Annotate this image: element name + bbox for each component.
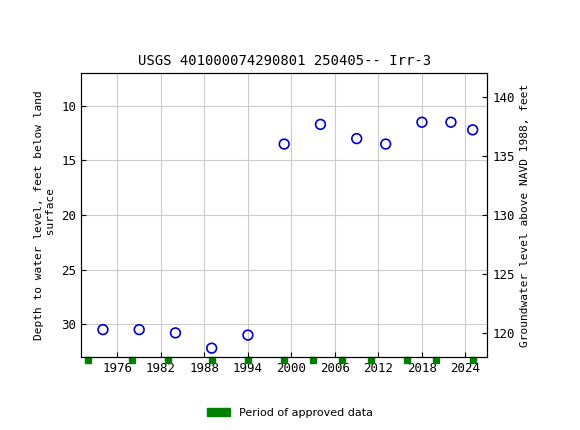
Point (381, 141, 390, 147)
Point (352, 135, 361, 142)
Point (207, 345, 216, 352)
Point (171, 329, 180, 336)
Title: USGS 401000074290801 250405-- Irr-3: USGS 401000074290801 250405-- Irr-3 (137, 54, 431, 68)
Text: █USGS: █USGS (9, 15, 63, 37)
Point (418, 119, 427, 126)
Point (280, 141, 289, 147)
Point (316, 121, 325, 128)
Point (99, 326, 108, 333)
Point (468, 126, 477, 133)
Point (447, 119, 456, 126)
Y-axis label: Groundwater level above NAVD 1988, feet: Groundwater level above NAVD 1988, feet (520, 83, 530, 347)
Y-axis label: Depth to water level, feet below land
 surface: Depth to water level, feet below land su… (34, 90, 56, 340)
Point (135, 326, 144, 333)
Legend: Period of approved data: Period of approved data (203, 403, 377, 422)
Point (244, 332, 253, 338)
